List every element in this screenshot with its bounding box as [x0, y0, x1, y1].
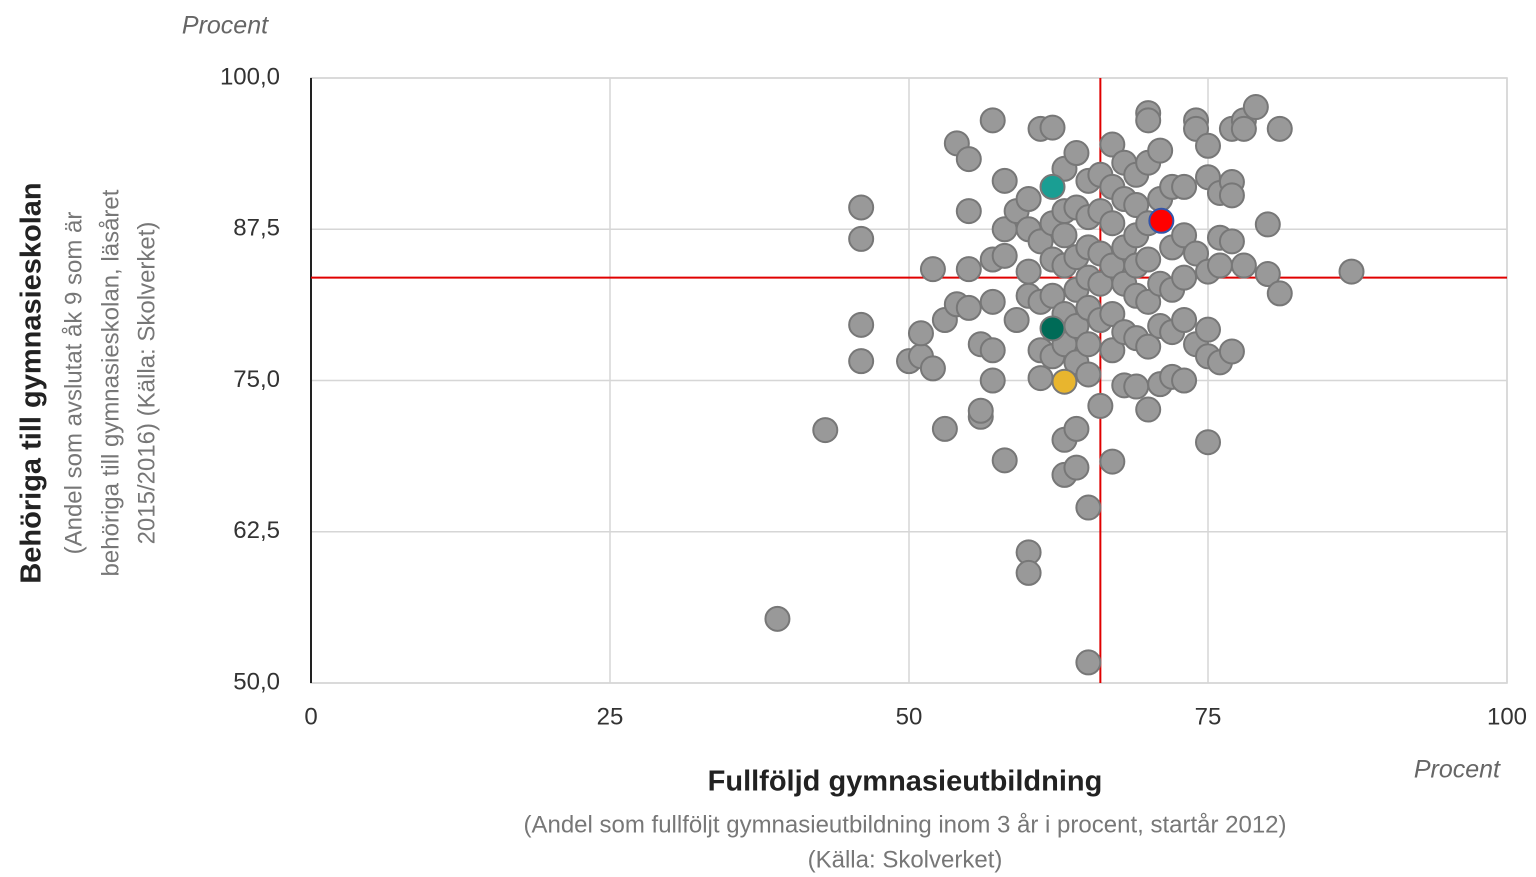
point [1099, 300, 1126, 327]
point [1183, 240, 1210, 267]
point [848, 348, 875, 375]
x-tick-label: 0 [304, 703, 317, 730]
point [1135, 333, 1162, 360]
point [1171, 222, 1198, 249]
point [1039, 282, 1066, 309]
point [1148, 207, 1175, 234]
y-tick-label: 50,0 [233, 668, 280, 695]
point [1075, 494, 1102, 521]
x-tick-label: 75 [1195, 703, 1222, 730]
point [848, 225, 875, 252]
point [1075, 361, 1102, 388]
point [1063, 454, 1090, 481]
y-subtitle: 2015/2016) (Källa: Skolverket) [133, 222, 160, 545]
point [1015, 258, 1042, 285]
y-tick-label: 75,0 [233, 366, 280, 393]
point [919, 256, 946, 283]
point [979, 367, 1006, 394]
y-tick-label: 100,0 [220, 63, 280, 90]
point [1171, 307, 1198, 333]
point [1254, 261, 1281, 288]
y-subtitle: (Andel som avslutat åk 9 som är [60, 212, 87, 555]
point [1015, 559, 1042, 586]
point [955, 256, 982, 283]
point [1027, 365, 1054, 392]
point [1075, 331, 1102, 358]
point [1099, 131, 1126, 158]
x-tick-label: 50 [896, 703, 923, 730]
point [1338, 258, 1365, 285]
point [812, 417, 839, 444]
point [1099, 337, 1126, 364]
point [991, 447, 1018, 474]
point [1099, 448, 1126, 475]
point [1218, 338, 1245, 365]
point [955, 294, 982, 321]
y-unit: Procent [182, 12, 269, 40]
point [1051, 222, 1078, 249]
point [1135, 246, 1162, 273]
point [764, 605, 791, 632]
point [1135, 288, 1162, 315]
x-tick-label: 100 [1487, 703, 1527, 730]
point [848, 311, 875, 338]
point [1063, 140, 1090, 167]
point [1063, 415, 1090, 442]
point [848, 194, 875, 221]
point [1218, 228, 1245, 255]
point [1015, 186, 1042, 212]
point [931, 415, 958, 442]
point [991, 167, 1018, 194]
point [955, 146, 982, 173]
point [1230, 115, 1257, 142]
x-subtitle: (Källa: Skolverket) [808, 846, 1003, 873]
x-tick-label: 25 [597, 703, 624, 730]
y-tick-label: 62,5 [233, 517, 280, 544]
point [1171, 367, 1198, 394]
point [907, 320, 934, 347]
point [1003, 307, 1030, 333]
point [1195, 132, 1221, 159]
point [1206, 252, 1233, 279]
point [1171, 264, 1198, 291]
point [955, 198, 982, 225]
point [1171, 173, 1198, 200]
y-title: Behöriga till gymnasieskolan [16, 182, 48, 583]
point [1266, 115, 1293, 142]
y-subtitle: behöriga till gymnasieskolan, läsåret [97, 189, 124, 576]
point [1195, 429, 1221, 456]
point [1039, 315, 1066, 342]
point [979, 107, 1006, 134]
point [1195, 316, 1221, 343]
point [1254, 211, 1281, 238]
point [1123, 373, 1150, 400]
x-title: Fullföljd gymnasieutbildning [708, 766, 1103, 798]
point [1266, 280, 1293, 307]
point [1075, 649, 1102, 676]
point [1218, 182, 1245, 209]
point [1027, 228, 1054, 255]
point [967, 397, 994, 424]
point [1039, 173, 1066, 200]
point [1135, 396, 1162, 423]
point [1099, 210, 1126, 237]
point [979, 288, 1006, 315]
point [991, 242, 1018, 269]
point [1087, 392, 1114, 419]
y-tick-label: 87,5 [233, 215, 280, 242]
point [1051, 368, 1078, 395]
point [1242, 94, 1269, 121]
point [979, 337, 1006, 364]
point [1230, 252, 1257, 279]
point [919, 355, 946, 382]
point [1123, 192, 1150, 219]
point [1147, 137, 1174, 164]
x-unit: Procent [1414, 756, 1501, 784]
point [1039, 114, 1066, 141]
point [1135, 107, 1162, 134]
x-subtitle: (Andel som fullföljt gymnasieutbildning … [523, 811, 1286, 838]
